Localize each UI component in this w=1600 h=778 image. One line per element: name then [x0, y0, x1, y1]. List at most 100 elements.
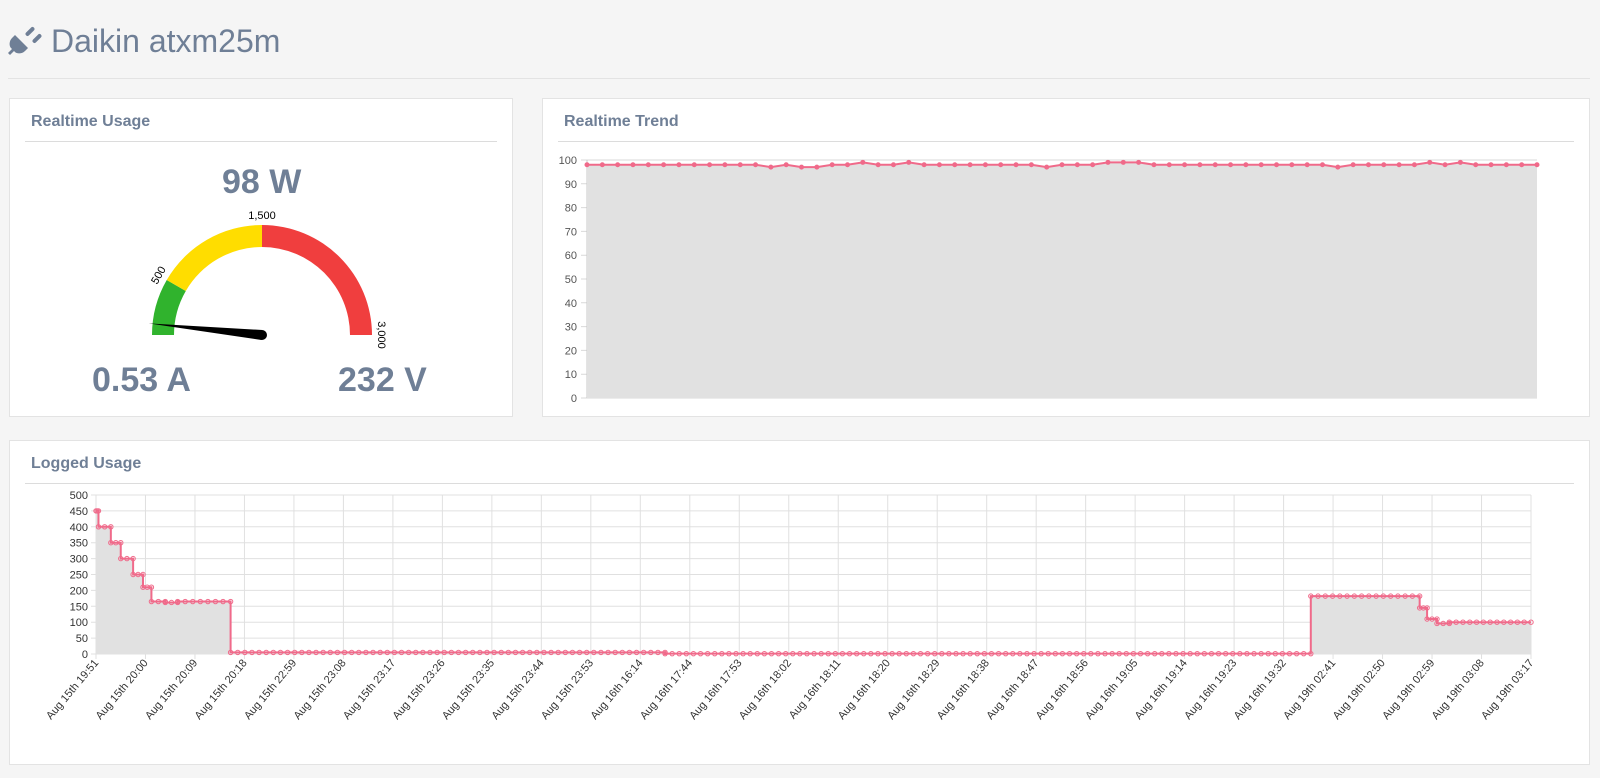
data-point — [1136, 159, 1142, 165]
data-point — [130, 571, 136, 578]
data-point — [1453, 619, 1459, 625]
data-point — [615, 162, 621, 168]
data-point — [903, 650, 910, 657]
data-point — [719, 650, 725, 657]
data-point — [299, 649, 305, 656]
data-point — [1503, 162, 1509, 168]
plug-icon — [8, 27, 42, 55]
data-point — [148, 598, 155, 605]
data-point — [1130, 650, 1137, 657]
data-point — [1308, 593, 1314, 599]
data-point — [455, 649, 462, 656]
data-point — [1416, 593, 1423, 599]
data-point — [108, 540, 114, 546]
data-point — [630, 162, 636, 168]
gauge-zone-0 — [152, 280, 186, 335]
data-point — [1304, 162, 1310, 168]
data-point — [155, 598, 162, 605]
x-tick-label: Aug 15th 20:00 — [94, 657, 151, 722]
logged-usage-panel: Logged Usage 0 50 100 150 200 250 300 350 400 450… — [9, 440, 1590, 765]
data-point — [1265, 650, 1271, 657]
data-point — [910, 650, 917, 657]
data-point — [1044, 164, 1050, 170]
data-point — [1144, 650, 1151, 657]
data-point — [284, 649, 291, 656]
data-point — [890, 162, 896, 168]
data-point — [1365, 162, 1371, 168]
data-point — [448, 649, 455, 656]
data-point — [118, 540, 124, 546]
data-point — [1197, 162, 1203, 168]
data-point — [1480, 619, 1487, 625]
header-divider — [8, 78, 1590, 79]
y-tick-label: 400 — [70, 522, 88, 534]
data-point — [1182, 162, 1188, 168]
data-point — [1396, 162, 1402, 168]
data-point — [1473, 162, 1479, 168]
data-point — [690, 650, 697, 657]
data-point — [818, 650, 824, 657]
data-point — [130, 555, 136, 562]
data-point — [861, 650, 867, 657]
data-point — [661, 162, 667, 168]
y-tick-label: 500 — [70, 490, 88, 502]
data-point — [932, 650, 938, 657]
data-point — [612, 649, 618, 656]
data-point — [868, 650, 874, 657]
data-point — [669, 650, 675, 657]
data-point — [1427, 159, 1433, 165]
data-point — [1095, 650, 1101, 657]
data-point — [1244, 650, 1250, 657]
data-point — [645, 162, 651, 168]
data-point — [952, 162, 958, 168]
data-point — [113, 540, 119, 546]
power-readout: 98 W — [222, 163, 302, 201]
data-point — [1329, 593, 1336, 599]
data-point — [1507, 619, 1514, 625]
data-point — [512, 649, 519, 656]
data-point — [1460, 619, 1466, 625]
data-point — [1487, 619, 1493, 625]
data-point — [256, 649, 262, 656]
data-point — [860, 159, 866, 165]
data-point — [356, 649, 362, 656]
data-point — [1151, 162, 1157, 168]
y-tick-label: 90 — [565, 179, 577, 191]
data-point — [799, 164, 805, 170]
data-point — [348, 649, 355, 656]
y-tick-label: 350 — [70, 538, 88, 550]
data-point — [753, 162, 759, 168]
data-point — [1059, 650, 1066, 657]
x-tick-label: Aug 15th 20:09 — [143, 657, 200, 722]
data-point — [1251, 650, 1257, 657]
data-point — [405, 649, 412, 656]
data-point — [1258, 650, 1264, 657]
y-tick-label: 20 — [565, 345, 577, 357]
gauge-zone-1 — [166, 225, 262, 291]
data-point — [676, 162, 682, 168]
data-point — [555, 649, 561, 656]
data-point — [1258, 162, 1264, 168]
x-tick-label: Aug 16th 18:47 — [984, 657, 1041, 722]
x-tick-label: Aug 16th 18:56 — [1034, 657, 1091, 722]
gauge-needle — [148, 323, 263, 340]
voltage-readout: 232 V — [338, 361, 427, 399]
x-tick-label: Aug 16th 18:20 — [836, 657, 893, 722]
data-point — [576, 649, 583, 656]
data-point — [697, 650, 704, 657]
y-tick-label: 200 — [70, 585, 88, 597]
gauge-needle-hub — [257, 330, 267, 340]
y-tick-label: 300 — [70, 554, 88, 566]
data-point — [704, 650, 711, 657]
y-tick-label: 50 — [565, 274, 577, 286]
data-point — [95, 508, 102, 514]
current-readout: 0.53 A — [92, 361, 191, 399]
x-tick-label: Aug 15th 22:59 — [242, 657, 299, 722]
data-point — [712, 650, 718, 657]
data-point — [1319, 162, 1325, 168]
data-point — [740, 650, 746, 657]
data-point — [768, 164, 774, 170]
data-point — [726, 650, 732, 657]
x-tick-label: Aug 15th 20:18 — [193, 657, 250, 722]
